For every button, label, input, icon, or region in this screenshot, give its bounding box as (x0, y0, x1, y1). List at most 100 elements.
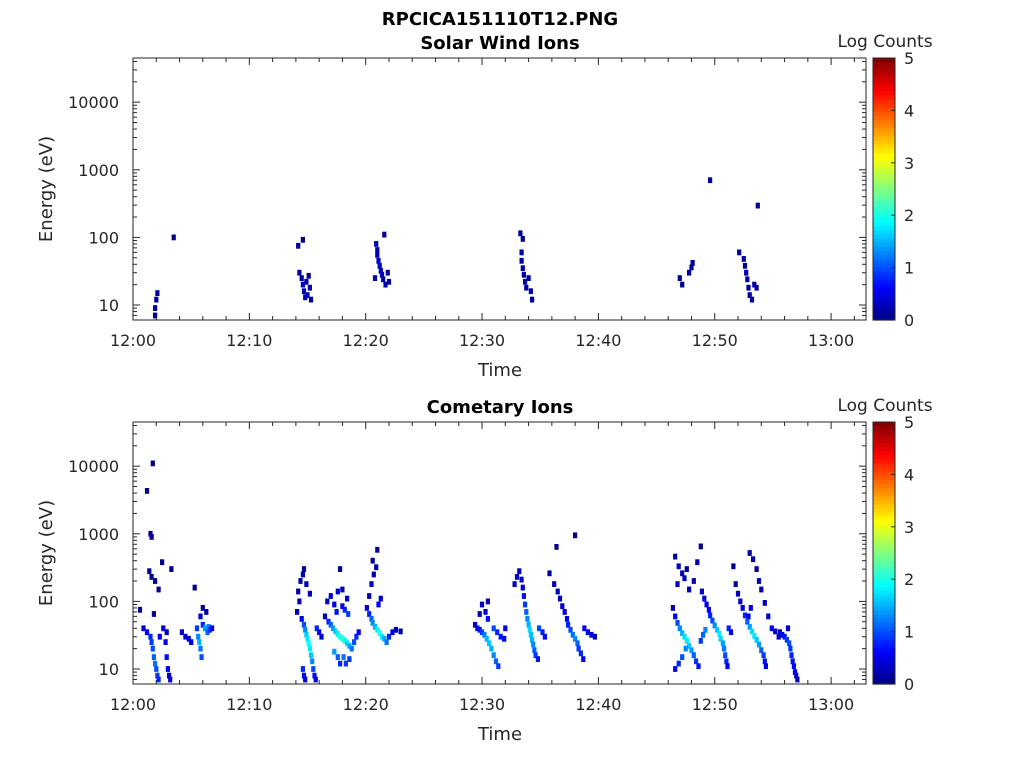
heatmap-cell (495, 629, 500, 636)
heatmap-cell (383, 281, 388, 288)
colorbar-swatch (873, 197, 895, 202)
heatmap-cell (560, 603, 565, 610)
colorbar-swatch (873, 434, 895, 439)
heatmap-cell (204, 609, 209, 615)
colorbar-swatch (873, 671, 895, 677)
heatmap-cell (367, 593, 372, 599)
heatmap-cell (381, 276, 386, 283)
heatmap-cell (741, 256, 746, 262)
heatmap-cell (790, 658, 795, 665)
heatmap-cell (785, 625, 791, 632)
heatmap-cell (479, 629, 485, 636)
heatmap-cell (301, 566, 307, 572)
heatmap-cell (296, 588, 301, 595)
colorbar-swatch (873, 103, 895, 108)
colorbar-swatch (873, 270, 895, 276)
colorbar-swatch (873, 422, 895, 427)
heatmap-cell (298, 578, 303, 584)
colorbar-swatch (873, 679, 895, 685)
heatmap-cell (376, 601, 381, 608)
heatmap-cell (196, 633, 201, 640)
heatmap-cell (378, 595, 383, 602)
heatmap-cell (526, 621, 531, 628)
colorbar-swatch (873, 442, 895, 448)
colorbar-swatch (873, 299, 895, 305)
heatmap-cell (503, 625, 508, 632)
heatmap-cell (385, 269, 390, 276)
heatmap-cell (485, 598, 490, 605)
plot-frame-solar-wind (132, 57, 867, 321)
heatmap-cell (724, 658, 729, 665)
heatmap-cell (759, 586, 764, 593)
heatmap-cell (161, 625, 166, 632)
heatmap-cell (200, 621, 205, 628)
heatmap-cell (780, 631, 785, 638)
heatmap-cell (482, 631, 487, 638)
heatmap-cell (154, 666, 159, 672)
heatmap-cell (477, 611, 482, 617)
heatmap-cell (690, 260, 695, 266)
heatmap-cell (795, 676, 800, 683)
heatmap-cell (477, 626, 482, 633)
heatmap-cell (555, 588, 560, 595)
heatmap-cell (377, 262, 382, 269)
colorbar-swatch (873, 254, 895, 260)
heatmap-cell (335, 631, 340, 637)
colorbar-swatch (873, 467, 895, 472)
heatmap-cell (149, 534, 154, 540)
heatmap-cell (680, 654, 685, 660)
heatmap-cell (769, 625, 774, 632)
heatmap-cell (297, 598, 302, 605)
heatmap-cell (308, 296, 314, 303)
heatmap-cell (393, 626, 398, 633)
y-ticks-solar-wind: 10 100 1000 10000 (68, 60, 866, 321)
colorbar-swatch (873, 94, 895, 100)
colorbar-swatch (873, 217, 895, 223)
heatmap-cell (530, 636, 535, 643)
x-tick-label: 13:00 (808, 695, 854, 714)
colorbar-swatch (873, 487, 895, 493)
colorbar-swatch (873, 544, 895, 550)
heatmap-cell (307, 590, 312, 597)
heatmap-cell (347, 656, 352, 662)
heatmap-cell (702, 595, 707, 602)
y-tick-label: 10 (99, 660, 119, 679)
heatmap-cell (307, 284, 312, 291)
y-tick-label: 10 (99, 296, 119, 315)
colorbar-swatch (873, 581, 895, 587)
colorbar-swatch (873, 156, 895, 161)
heatmap-cell (789, 652, 794, 659)
colorbar-swatch (873, 483, 895, 489)
colorbar-swatch (873, 610, 895, 615)
heatmap-cell (207, 626, 212, 633)
colorbar-swatch (873, 266, 895, 272)
colorbar-swatch (873, 201, 895, 206)
y-tick-label: 10000 (68, 93, 119, 112)
heatmap-cell (762, 600, 767, 606)
heatmap-cell (189, 639, 194, 645)
heatmap-cell (533, 652, 538, 659)
panel-title-cometary: Cometary Ions (427, 397, 574, 418)
colorbar-swatch (873, 168, 895, 174)
heatmap-cell (338, 566, 343, 572)
heatmap-cell (680, 281, 685, 288)
heatmap-cell (384, 639, 389, 645)
heatmap-cell (382, 635, 387, 642)
heatmap-cell (335, 654, 340, 660)
colorbar-tick-label: 0 (904, 675, 914, 694)
colorbar-swatch (873, 667, 895, 673)
heatmap-cell (328, 593, 333, 599)
colorbar-swatch (873, 626, 895, 632)
heatmap-cell (171, 234, 176, 241)
colorbar-swatch (873, 119, 895, 125)
colorbar-swatch (873, 462, 895, 468)
heatmap-cell (566, 621, 571, 628)
heatmap-cell (788, 645, 793, 652)
heatmap-cell (375, 247, 380, 253)
heatmap-cell (300, 666, 305, 672)
heatmap-cell (784, 636, 789, 643)
heatmap-cell (369, 616, 374, 622)
heatmap-cell (570, 631, 575, 638)
heatmap-cell (684, 566, 689, 572)
heatmap-cell (726, 625, 731, 632)
